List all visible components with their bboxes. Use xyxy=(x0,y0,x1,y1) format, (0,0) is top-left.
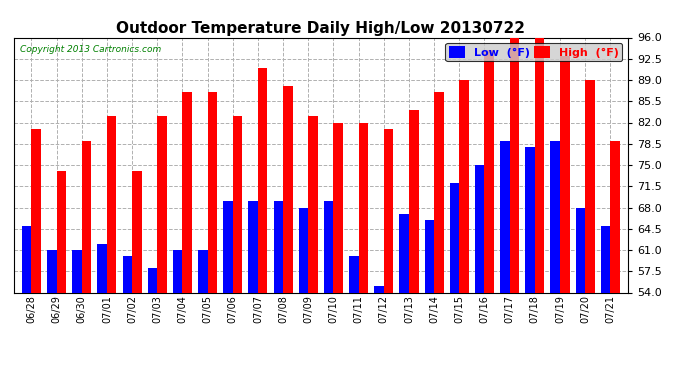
Bar xyxy=(273,201,283,292)
Bar xyxy=(324,201,333,292)
Bar xyxy=(248,201,258,292)
Bar xyxy=(409,110,419,292)
Bar xyxy=(434,92,444,292)
Bar xyxy=(585,80,595,292)
Bar xyxy=(258,68,268,292)
Bar xyxy=(551,141,560,292)
Bar xyxy=(123,256,132,292)
Bar xyxy=(299,207,308,292)
Bar xyxy=(460,80,469,292)
Bar xyxy=(400,214,409,292)
Bar xyxy=(72,250,81,292)
Bar xyxy=(22,226,32,292)
Bar xyxy=(208,92,217,292)
Bar xyxy=(157,116,167,292)
Bar xyxy=(601,226,610,292)
Bar xyxy=(359,123,368,292)
Text: Copyright 2013 Cartronics.com: Copyright 2013 Cartronics.com xyxy=(20,45,161,54)
Bar xyxy=(610,141,620,292)
Bar xyxy=(57,171,66,292)
Title: Outdoor Temperature Daily High/Low 20130722: Outdoor Temperature Daily High/Low 20130… xyxy=(117,21,525,36)
Bar xyxy=(308,116,318,292)
Bar xyxy=(424,220,434,292)
Bar xyxy=(484,50,494,292)
Bar xyxy=(500,141,510,292)
Legend: Low  (°F), High  (°F): Low (°F), High (°F) xyxy=(445,43,622,61)
Bar xyxy=(47,250,57,292)
Bar xyxy=(132,171,141,292)
Bar xyxy=(198,250,208,292)
Bar xyxy=(333,123,343,292)
Bar xyxy=(475,165,484,292)
Bar xyxy=(283,86,293,292)
Bar xyxy=(575,207,585,292)
Bar xyxy=(450,183,460,292)
Bar xyxy=(560,56,569,292)
Bar xyxy=(349,256,359,292)
Bar xyxy=(510,38,519,292)
Bar xyxy=(81,141,91,292)
Bar xyxy=(374,286,384,292)
Bar xyxy=(535,38,544,292)
Bar xyxy=(182,92,192,292)
Bar xyxy=(148,268,157,292)
Bar xyxy=(107,116,117,292)
Bar xyxy=(173,250,182,292)
Bar xyxy=(32,129,41,292)
Bar xyxy=(223,201,233,292)
Bar xyxy=(525,147,535,292)
Bar xyxy=(97,244,107,292)
Bar xyxy=(233,116,242,292)
Bar xyxy=(384,129,393,292)
